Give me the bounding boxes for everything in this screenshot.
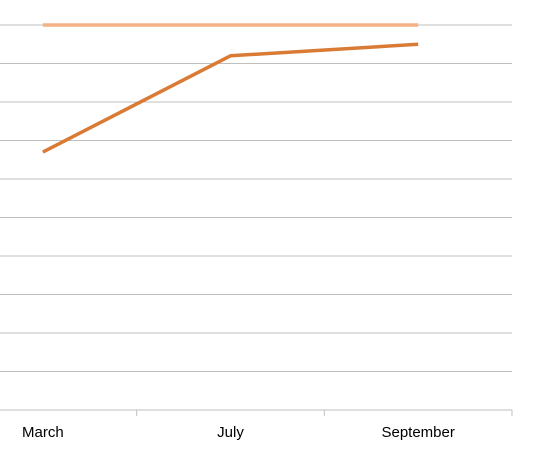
x-tick-label: March <box>22 424 64 441</box>
x-tick-label: September <box>381 424 454 441</box>
x-tick-label: July <box>217 424 244 441</box>
series-line <box>42 42 419 154</box>
